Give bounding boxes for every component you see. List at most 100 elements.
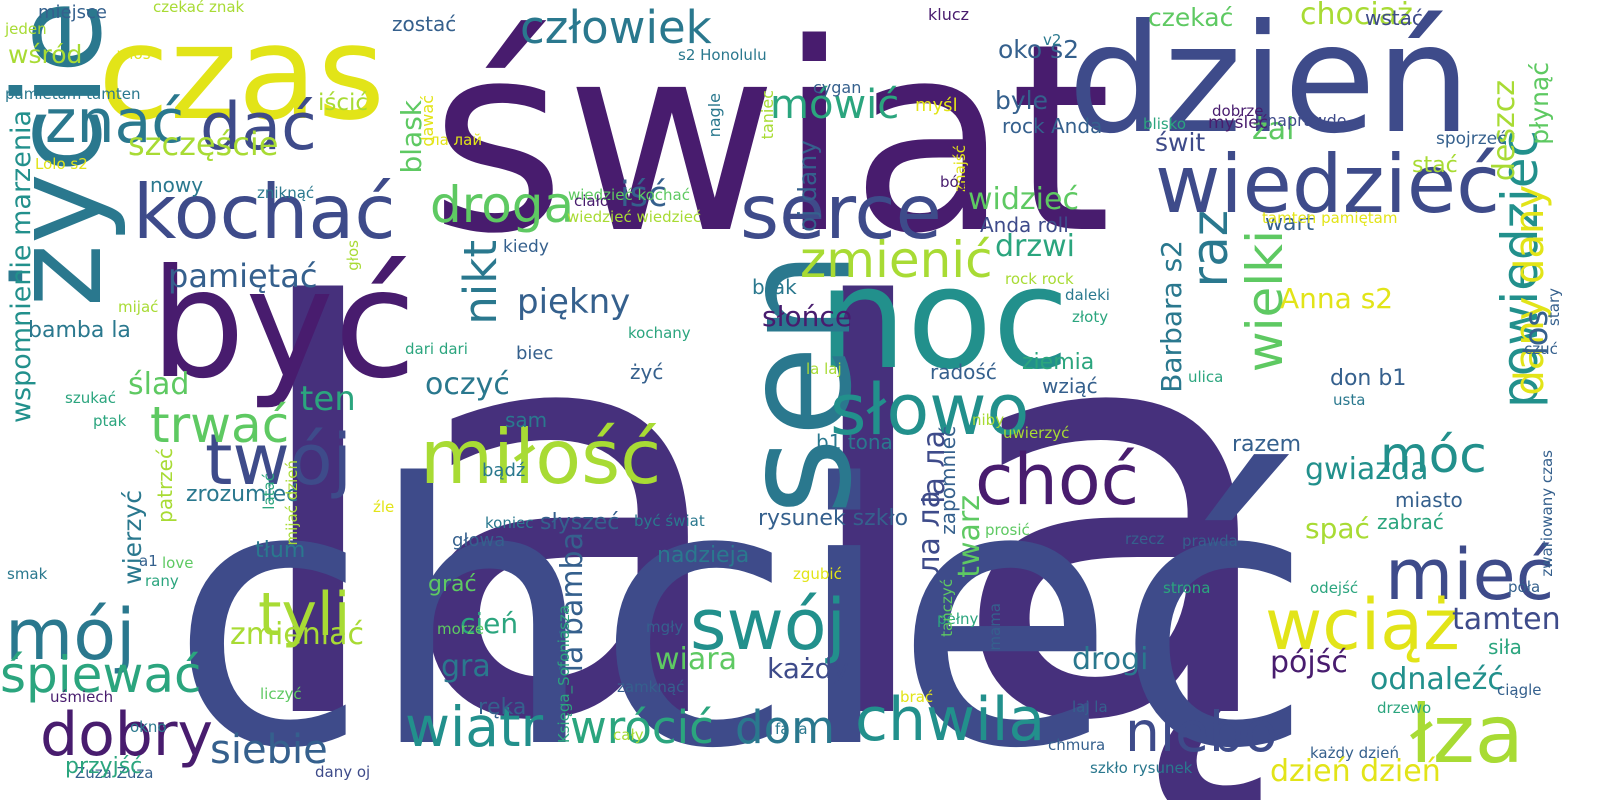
word-pamietac: pamiętać: [168, 257, 318, 295]
word-raz: raz: [1181, 210, 1239, 288]
word-usta: usta: [1333, 391, 1366, 409]
word-kochany: kochany: [628, 324, 691, 342]
word-badz: bądź: [482, 460, 526, 481]
word-chmura: chmura: [1048, 736, 1106, 754]
word-znac: znać: [45, 87, 185, 157]
word-miasto: miasto: [1395, 488, 1463, 512]
word-oj-dany: oj dany: [793, 140, 822, 233]
word-rock-rock: rock rock: [1005, 270, 1074, 288]
word-chwila: chwila: [855, 685, 1046, 755]
word-reka: ręka: [478, 695, 527, 720]
word-odnalezc: odnaleźć: [1370, 662, 1504, 697]
word-dari-dari: dari dari: [405, 340, 468, 358]
word-dzien: dzień: [1068, 0, 1471, 167]
word-iscic: iścić: [318, 90, 369, 116]
word-wstac: wstać: [1365, 6, 1423, 30]
word-biec: biec: [516, 343, 554, 364]
word-klucz: klucz: [928, 5, 970, 24]
word-prosic: prosić: [985, 521, 1030, 539]
word-fa-la: fa la: [775, 720, 808, 738]
word-dany-dany: dany dany: [1507, 185, 1553, 396]
word-wsrod: wśród: [8, 40, 83, 69]
word-bog: bóg: [940, 173, 969, 191]
word-dobrze: dobrze: [1212, 102, 1264, 120]
word-drzewo: drzewo: [1377, 699, 1432, 717]
word-grac: grać: [428, 572, 477, 597]
word-byc-swiat: być świat: [634, 512, 705, 530]
word-brac: brać: [900, 688, 934, 706]
word-tamten: tamten: [1452, 602, 1561, 637]
word-anna-s2: Anna s2: [1280, 282, 1394, 315]
word-szklo-rysunek: szkło rysunek: [1090, 759, 1193, 777]
word-oko-s2: oko s2: [998, 35, 1080, 64]
word-ла-лаи: ла лай: [430, 131, 483, 149]
word-mysl: myśl: [915, 95, 958, 116]
word-cygan: cygan: [813, 78, 862, 97]
word-zwariowany-czas: zwariowany czas: [1538, 450, 1556, 577]
word-czlowiek: człowiek: [520, 1, 712, 54]
word-ziemia: ziemia: [1022, 350, 1095, 375]
word-wart: wart: [1265, 211, 1315, 236]
word-slad: ślad: [128, 367, 190, 402]
word-kazdy-dzien: każdy dzień: [1310, 744, 1399, 762]
word-jeden: jeden: [5, 20, 47, 38]
word-tlum: tłum: [255, 538, 306, 563]
word-radosc: radość: [930, 360, 997, 384]
word-strona: strona: [1163, 579, 1211, 597]
word-zostac: zostać: [392, 12, 457, 36]
word-zmienic: zmienić: [800, 231, 993, 289]
word-dzien-dzien: dzień dzień: [1270, 754, 1441, 789]
word-barbara-s2: Barbara s2: [1155, 240, 1188, 393]
word-glos: głos: [344, 240, 362, 271]
word-rany: rany: [145, 572, 179, 590]
word-kazdy: każdy: [767, 652, 849, 685]
word-noc: noc: [818, 238, 1070, 401]
word-byc: być: [150, 238, 417, 412]
word-prawda: prawda: [1182, 532, 1238, 550]
word-anda-roll: Anda roll: [980, 213, 1069, 237]
word-kochac: kochać: [133, 168, 396, 256]
word-cialo: ciało: [574, 192, 610, 210]
word-dany-oj: dany oj: [315, 763, 371, 781]
word-szukac: szukać: [65, 389, 117, 407]
word-miec: mieć: [1385, 534, 1555, 616]
word-cien: cień: [460, 607, 519, 640]
word-zal: żal: [1252, 112, 1295, 147]
word-drogi: drogi: [1072, 642, 1149, 677]
word-pola: póła: [1508, 578, 1541, 596]
word-moc: móc: [1380, 426, 1487, 484]
word-swiat: świat: [430, 0, 1112, 291]
word-mijac-dzien: mijać dzień: [283, 460, 301, 546]
word-wiedziec: wiedzieć: [1155, 138, 1501, 231]
word-slowo: słowo: [830, 369, 1030, 451]
word-tamten-pamietam: tamten pamiętam: [1262, 209, 1398, 227]
word-stary: stary: [1545, 288, 1563, 326]
word-slyszec: słyszeć: [540, 510, 620, 535]
word-drzwi: drzwi: [995, 229, 1075, 264]
word-latac: latać: [260, 473, 278, 510]
word-okno: okno: [130, 718, 167, 736]
word-dom: dom: [735, 701, 835, 754]
word-dobry: dobry: [40, 700, 214, 770]
word-rock-anda: rock Anda: [1002, 114, 1103, 138]
word-swit: świt: [1155, 128, 1206, 157]
word-zuza-zuza: Zuza Zuza: [75, 764, 154, 782]
word-lolo-s2: Lolo s2: [35, 155, 88, 173]
word-wiatr: wiatr: [405, 695, 544, 759]
word-czas: czas: [98, 0, 386, 149]
word-zloty: złoty: [1072, 308, 1109, 326]
word-siebie: siebie: [210, 727, 328, 773]
word-dac: dać: [200, 90, 317, 165]
word-gwiazda: gwiazda: [1305, 452, 1429, 487]
word-zabrac: zabrać: [1377, 510, 1444, 534]
word-serce: serce: [740, 168, 942, 256]
word-la: la: [240, 192, 739, 800]
word-piekny: piękny: [517, 282, 631, 322]
word-widziec: widzieć: [968, 182, 1079, 217]
word-myslec: myśleć: [1208, 113, 1269, 133]
word-wspomnienie-marzenia: wspomnienie marzenia: [6, 110, 37, 424]
word-ksiega-sofoniasza: Księga_Sofoniasza: [555, 605, 573, 744]
word-sam: sam: [505, 408, 548, 432]
word-chociaz: chociaż: [1300, 0, 1413, 32]
